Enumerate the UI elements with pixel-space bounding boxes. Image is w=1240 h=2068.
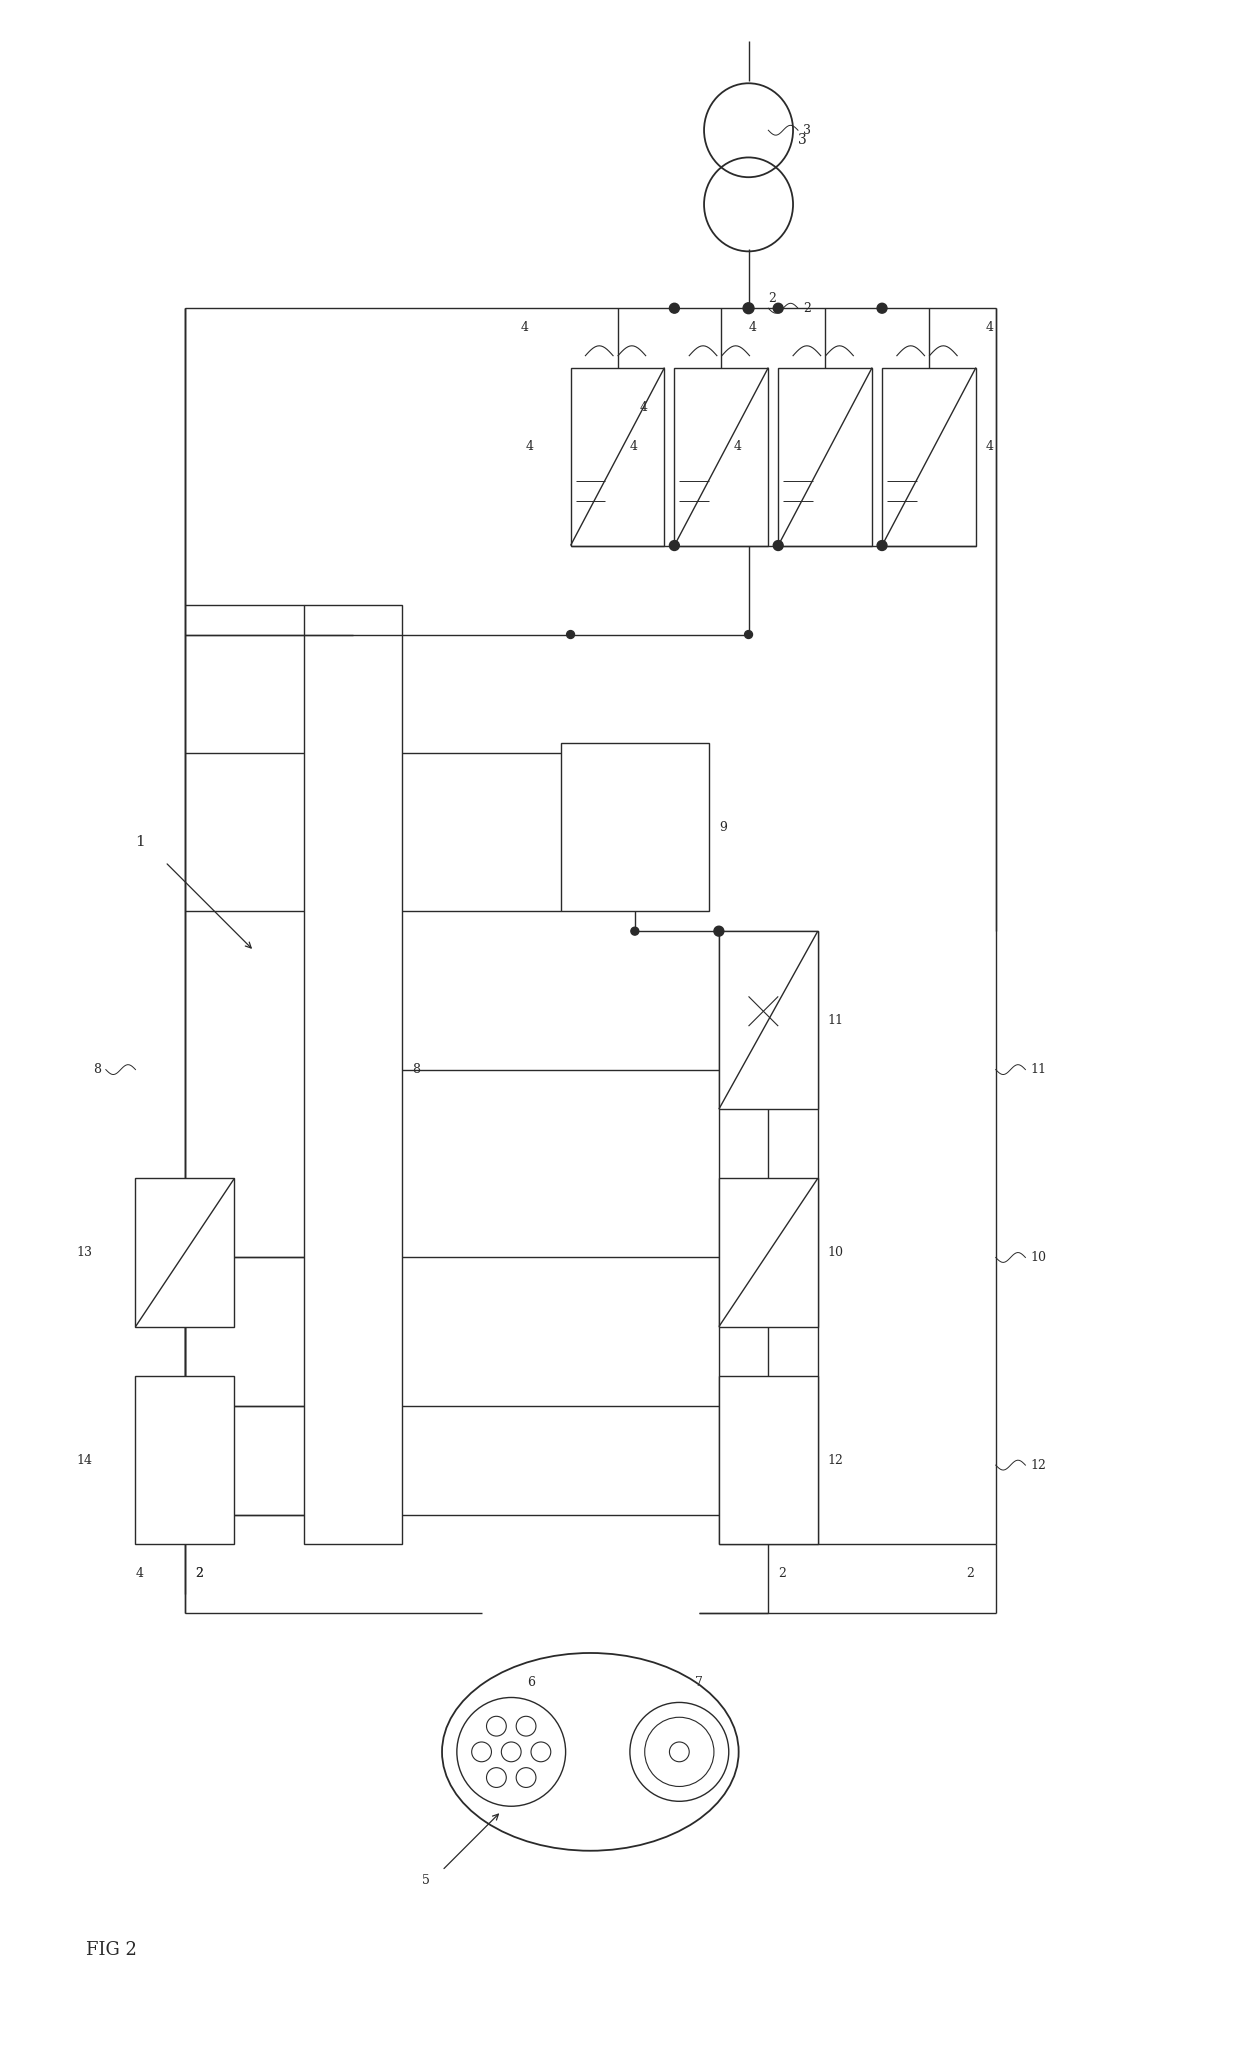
Text: 14: 14 — [76, 1454, 92, 1466]
Text: 13: 13 — [76, 1247, 92, 1259]
Bar — [882, 368, 976, 546]
Bar — [779, 368, 872, 546]
Text: 8: 8 — [413, 1063, 420, 1075]
Circle shape — [774, 540, 784, 550]
Text: 4: 4 — [526, 440, 534, 453]
Text: 10: 10 — [827, 1247, 843, 1259]
Bar — [135, 1375, 234, 1545]
Text: 4: 4 — [521, 321, 529, 335]
Text: 4: 4 — [986, 440, 993, 453]
Text: 4: 4 — [749, 321, 756, 335]
Text: 11: 11 — [827, 1013, 843, 1026]
Circle shape — [744, 631, 753, 639]
Bar — [304, 604, 403, 1545]
Text: 8: 8 — [93, 1063, 100, 1075]
Text: 5: 5 — [423, 1874, 430, 1886]
Circle shape — [670, 304, 680, 312]
Text: 1: 1 — [135, 835, 145, 850]
Text: 7: 7 — [696, 1677, 703, 1690]
Text: 9: 9 — [719, 821, 727, 833]
Text: 3: 3 — [799, 132, 807, 147]
Text: 3: 3 — [804, 124, 811, 136]
Circle shape — [567, 631, 574, 639]
Circle shape — [877, 540, 887, 550]
Text: 2: 2 — [195, 1568, 202, 1580]
Text: 2: 2 — [769, 292, 776, 304]
Text: 2: 2 — [779, 1568, 786, 1580]
Text: 4: 4 — [630, 440, 637, 453]
Circle shape — [877, 304, 887, 312]
Bar — [719, 931, 817, 1545]
Text: 4: 4 — [135, 1568, 144, 1580]
Text: 2: 2 — [195, 1568, 202, 1580]
Bar — [135, 1179, 234, 1328]
Text: 6: 6 — [527, 1677, 534, 1690]
Circle shape — [631, 926, 639, 935]
Bar — [675, 368, 769, 546]
Text: 12: 12 — [1030, 1458, 1047, 1472]
Bar — [560, 742, 709, 912]
Bar — [570, 368, 665, 546]
Text: 4: 4 — [986, 321, 993, 335]
Bar — [719, 1375, 817, 1545]
Text: 2: 2 — [966, 1568, 973, 1580]
Circle shape — [743, 302, 754, 314]
Bar — [719, 1179, 817, 1328]
Text: 10: 10 — [1030, 1251, 1047, 1264]
Text: 2: 2 — [804, 302, 811, 314]
Text: 11: 11 — [1030, 1063, 1047, 1075]
Text: FIG 2: FIG 2 — [86, 1940, 136, 1958]
Circle shape — [774, 304, 784, 312]
Text: 12: 12 — [827, 1454, 843, 1466]
Bar — [719, 931, 817, 1108]
Text: 4: 4 — [734, 440, 742, 453]
Circle shape — [714, 926, 724, 937]
Text: 4: 4 — [640, 401, 647, 414]
Circle shape — [670, 540, 680, 550]
